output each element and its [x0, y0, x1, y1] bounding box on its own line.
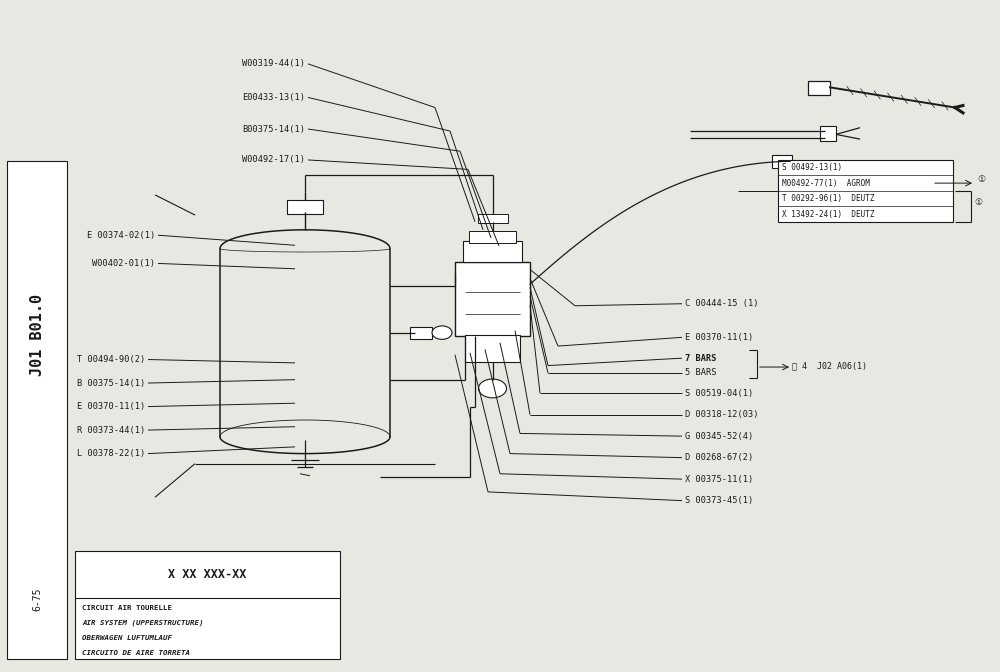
Text: S 00492-13(1): S 00492-13(1)	[782, 163, 842, 172]
Bar	[410, 327, 432, 339]
Bar	[778, 160, 953, 222]
Bar	[463, 241, 522, 262]
Bar	[478, 214, 508, 223]
Text: S 00373-45(1): S 00373-45(1)	[685, 496, 753, 505]
Text: W00402-01(1): W00402-01(1)	[92, 259, 155, 268]
Text: 5 BARS: 5 BARS	[685, 368, 716, 378]
Text: E00433-13(1): E00433-13(1)	[242, 93, 305, 102]
Text: E 00370-11(1): E 00370-11(1)	[685, 333, 753, 342]
Text: E 00374-02(1): E 00374-02(1)	[87, 230, 155, 240]
Text: CIRCUIT AIR TOURELLE: CIRCUIT AIR TOURELLE	[82, 605, 172, 611]
Text: X 00375-11(1): X 00375-11(1)	[685, 474, 753, 484]
Bar	[7, 161, 67, 659]
Bar	[772, 155, 792, 168]
Circle shape	[432, 326, 452, 339]
Text: B 00375-14(1): B 00375-14(1)	[77, 378, 145, 388]
Text: ①: ①	[977, 175, 985, 184]
Bar	[469, 231, 516, 243]
Text: AIR SYSTEM (UPPERSTRUCTURE): AIR SYSTEM (UPPERSTRUCTURE)	[82, 620, 204, 626]
Text: D 00318-12(03): D 00318-12(03)	[685, 410, 759, 419]
Circle shape	[479, 379, 507, 398]
Text: ①: ①	[974, 198, 982, 208]
Text: 7 BARS: 7 BARS	[685, 353, 716, 363]
Text: D 00268-67(2): D 00268-67(2)	[685, 453, 753, 462]
Text: ③ 4  J02 A06(1): ③ 4 J02 A06(1)	[792, 361, 867, 370]
Bar	[75, 551, 340, 659]
Text: T 00494-90(2): T 00494-90(2)	[77, 355, 145, 364]
Text: E 00370-11(1): E 00370-11(1)	[77, 402, 145, 411]
Bar	[455, 262, 530, 336]
Bar	[820, 126, 836, 141]
Bar	[465, 335, 520, 362]
Text: X 13492-24(1)  DEUTZ: X 13492-24(1) DEUTZ	[782, 210, 874, 218]
Bar	[808, 81, 830, 95]
Text: B00375-14(1): B00375-14(1)	[242, 124, 305, 134]
Text: G 00345-52(4): G 00345-52(4)	[685, 431, 753, 441]
Text: 6-75: 6-75	[32, 587, 42, 611]
Bar	[287, 200, 323, 214]
Text: X XX XXX-XX: X XX XXX-XX	[168, 569, 247, 581]
Text: CIRCUITO DE AIRE TORRETA: CIRCUITO DE AIRE TORRETA	[82, 650, 190, 657]
Text: S 00519-04(1): S 00519-04(1)	[685, 388, 753, 398]
Text: OBERWAGEN LUFTUMLAUF: OBERWAGEN LUFTUMLAUF	[82, 635, 172, 641]
Text: W00492-17(1): W00492-17(1)	[242, 155, 305, 165]
Text: T 00292-96(1)  DEUTZ: T 00292-96(1) DEUTZ	[782, 194, 874, 203]
Text: W00319-44(1): W00319-44(1)	[242, 59, 305, 69]
Text: C 00444-15 (1): C 00444-15 (1)	[685, 299, 759, 308]
Text: R 00373-44(1): R 00373-44(1)	[77, 425, 145, 435]
Text: J01 B01.0: J01 B01.0	[30, 294, 44, 376]
Text: L 00378-22(1): L 00378-22(1)	[77, 449, 145, 458]
Text: M00492-77(1)  AGROM: M00492-77(1) AGROM	[782, 179, 870, 187]
